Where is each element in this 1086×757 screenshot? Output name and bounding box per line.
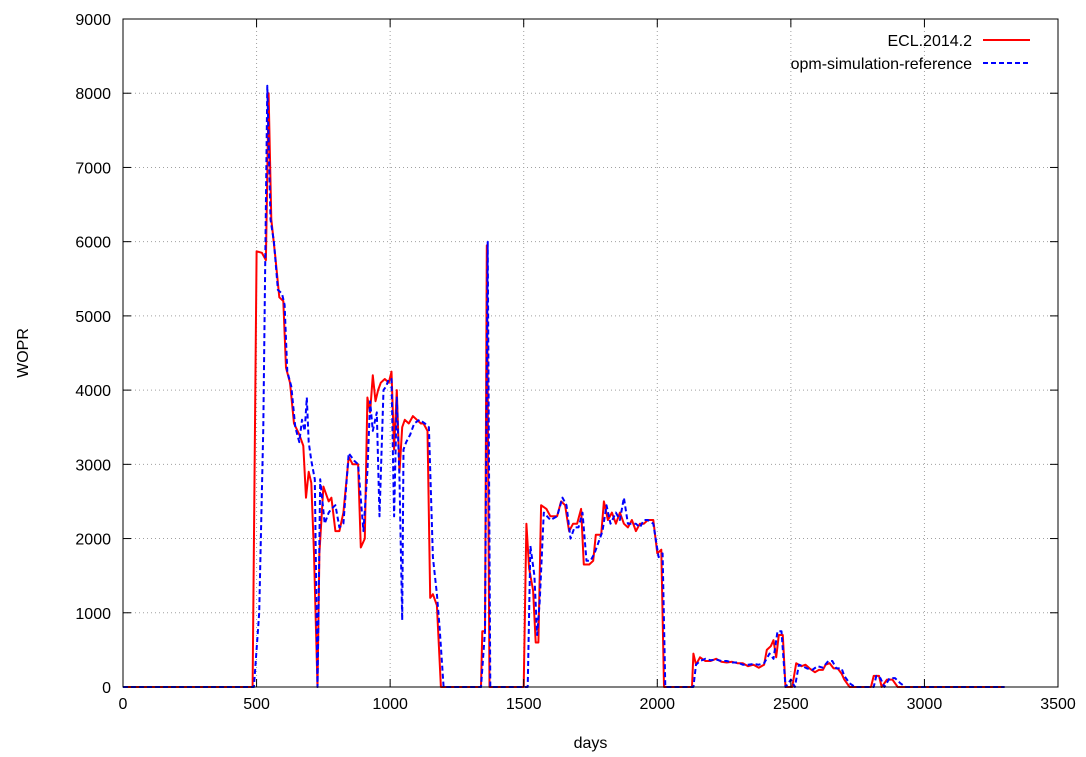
y-tick-label: 9000 xyxy=(75,12,111,29)
x-tick-label: 3500 xyxy=(1040,696,1076,713)
grid-lines xyxy=(123,19,1058,687)
y-tick-label: 0 xyxy=(102,680,111,697)
series-line-0 xyxy=(123,92,1005,688)
y-axis-label: WOPR xyxy=(15,328,32,378)
x-tick-label: 2500 xyxy=(773,696,809,713)
y-tick-label: 3000 xyxy=(75,457,111,474)
x-tick-label: 1500 xyxy=(506,696,542,713)
x-tick-label: 2000 xyxy=(639,696,675,713)
x-tick-label: 3000 xyxy=(907,696,943,713)
y-tick-label: 2000 xyxy=(75,532,111,549)
plot-frame xyxy=(122,18,1059,688)
x-tick-label: 1000 xyxy=(372,696,408,713)
y-tick-label: 8000 xyxy=(75,86,111,103)
axis-ticks: 0 500 1000 1500 2000 2500 3000 3500 0 1000 2000 300… xyxy=(75,12,1075,713)
x-tick-label: 500 xyxy=(243,696,270,713)
y-tick-label: 5000 xyxy=(75,309,111,326)
x-axis-label: days xyxy=(574,735,608,752)
y-tick-label: 1000 xyxy=(75,606,111,623)
legend-label-ecl: ECL.2014.2 xyxy=(887,33,972,50)
y-tick-label: 7000 xyxy=(75,160,111,177)
legend-label-opm: opm-simulation-reference xyxy=(791,56,973,73)
legend: ECL.2014.2 opm-simulation-reference xyxy=(791,33,1030,73)
y-tick-label: 6000 xyxy=(75,235,111,252)
x-tick-label: 0 xyxy=(119,696,128,713)
y-tick-label: 4000 xyxy=(75,383,111,400)
